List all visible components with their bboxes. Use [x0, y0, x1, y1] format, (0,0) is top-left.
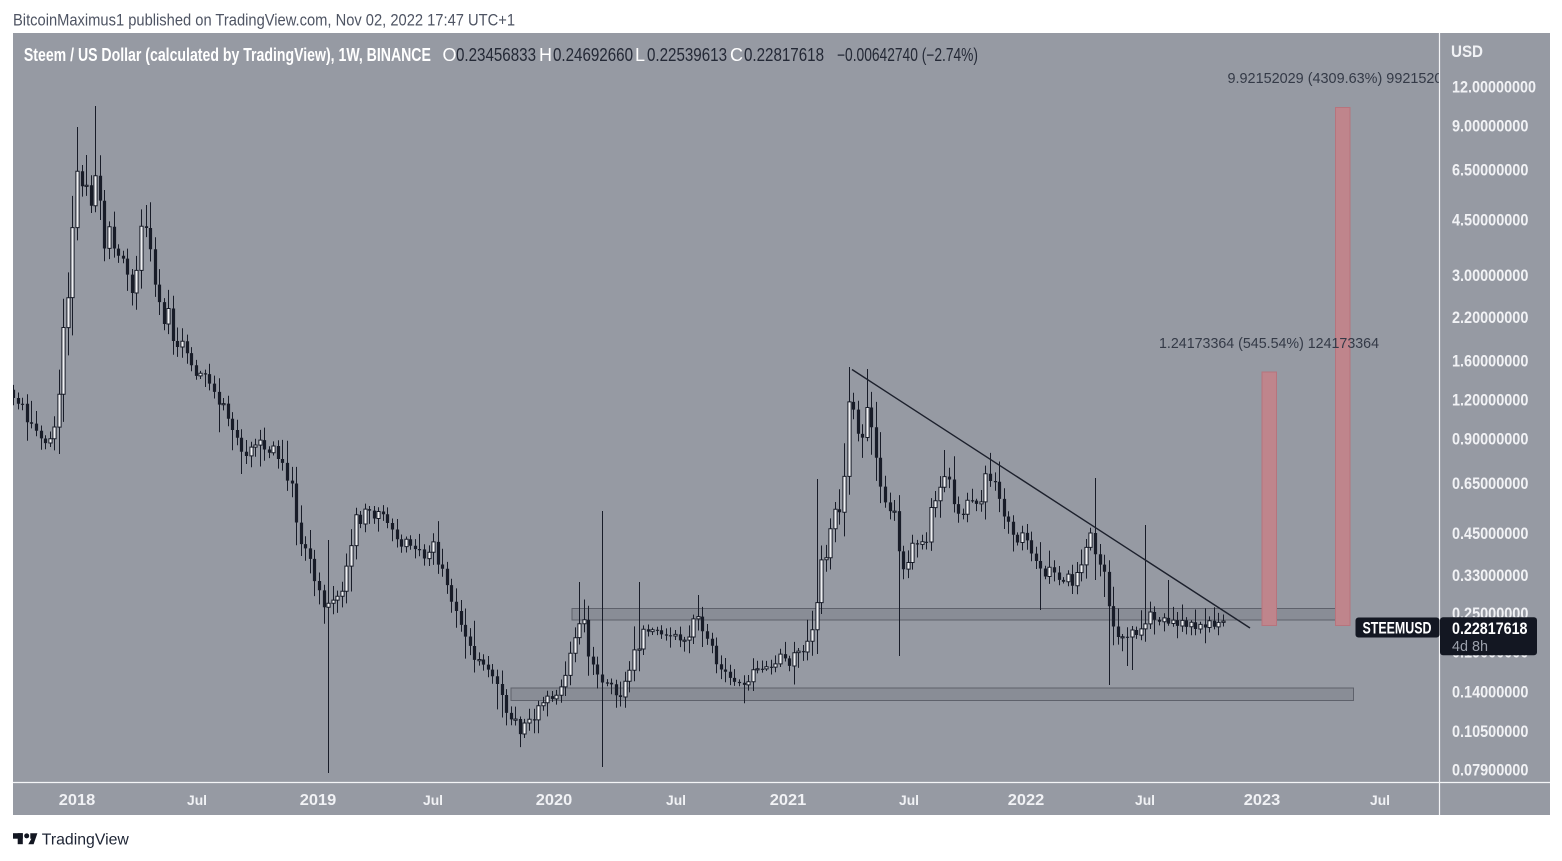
- svg-text:0.23456833: 0.23456833: [456, 45, 536, 65]
- svg-text:0.10500000: 0.10500000: [1452, 722, 1528, 741]
- svg-text:9.00000000: 9.00000000: [1452, 117, 1528, 136]
- svg-text:Jul: Jul: [187, 792, 207, 808]
- svg-text:4d 8h: 4d 8h: [1452, 638, 1488, 655]
- svg-text:L: L: [635, 45, 645, 65]
- svg-text:6.50000000: 6.50000000: [1452, 161, 1528, 180]
- svg-text:0.90000000: 0.90000000: [1452, 430, 1528, 449]
- svg-text:1.60000000: 1.60000000: [1452, 351, 1528, 370]
- svg-text:2018: 2018: [59, 792, 96, 809]
- svg-text:0.14000000: 0.14000000: [1452, 683, 1528, 702]
- svg-text:Jul: Jul: [1370, 792, 1390, 808]
- svg-text:0.24692660: 0.24692660: [553, 45, 633, 65]
- svg-text:Jul: Jul: [423, 792, 443, 808]
- svg-text:Jul: Jul: [1135, 792, 1155, 808]
- svg-text:0.22539613: 0.22539613: [647, 45, 727, 65]
- svg-text:0.22817618: 0.22817618: [744, 45, 824, 65]
- svg-text:H: H: [539, 45, 552, 65]
- svg-text:0.65000000: 0.65000000: [1452, 474, 1528, 493]
- svg-text:USD: USD: [1451, 42, 1483, 61]
- svg-text:2022: 2022: [1008, 792, 1045, 809]
- svg-text:TradingView: TradingView: [42, 831, 129, 848]
- svg-text:0.22817618: 0.22817618: [1452, 619, 1528, 638]
- svg-text:−0.00642740 (−2.74%): −0.00642740 (−2.74%): [837, 45, 978, 65]
- svg-text:1.20000000: 1.20000000: [1452, 391, 1528, 410]
- svg-text:0.33000000: 0.33000000: [1452, 566, 1528, 585]
- svg-text:Jul: Jul: [666, 792, 686, 808]
- svg-text:2020: 2020: [536, 792, 573, 809]
- svg-text:O: O: [443, 45, 457, 65]
- svg-text:9.92152029 (4309.63%) 99215202: 9.92152029 (4309.63%) 992152029: [1228, 70, 1459, 87]
- svg-text:STEEMUSD: STEEMUSD: [1363, 619, 1432, 638]
- svg-text:2019: 2019: [300, 792, 337, 809]
- svg-text:C: C: [730, 45, 743, 65]
- svg-text:Steem / US Dollar (calculated: Steem / US Dollar (calculated by Trading…: [24, 45, 431, 65]
- svg-text:BitcoinMaximus1 published on T: BitcoinMaximus1 published on TradingView…: [13, 11, 515, 30]
- svg-text:2021: 2021: [770, 792, 807, 809]
- svg-text:Jul: Jul: [899, 792, 919, 808]
- svg-text:2023: 2023: [1244, 792, 1281, 809]
- svg-text:1.24173364 (545.54%) 124173364: 1.24173364 (545.54%) 124173364: [1159, 335, 1379, 352]
- svg-text:12.00000000: 12.00000000: [1452, 77, 1536, 96]
- svg-text:3.00000000: 3.00000000: [1452, 266, 1528, 285]
- svg-text:0.07900000: 0.07900000: [1452, 761, 1528, 780]
- svg-text:4.50000000: 4.50000000: [1452, 211, 1528, 230]
- svg-text:2.20000000: 2.20000000: [1452, 308, 1528, 327]
- svg-text:0.45000000: 0.45000000: [1452, 524, 1528, 543]
